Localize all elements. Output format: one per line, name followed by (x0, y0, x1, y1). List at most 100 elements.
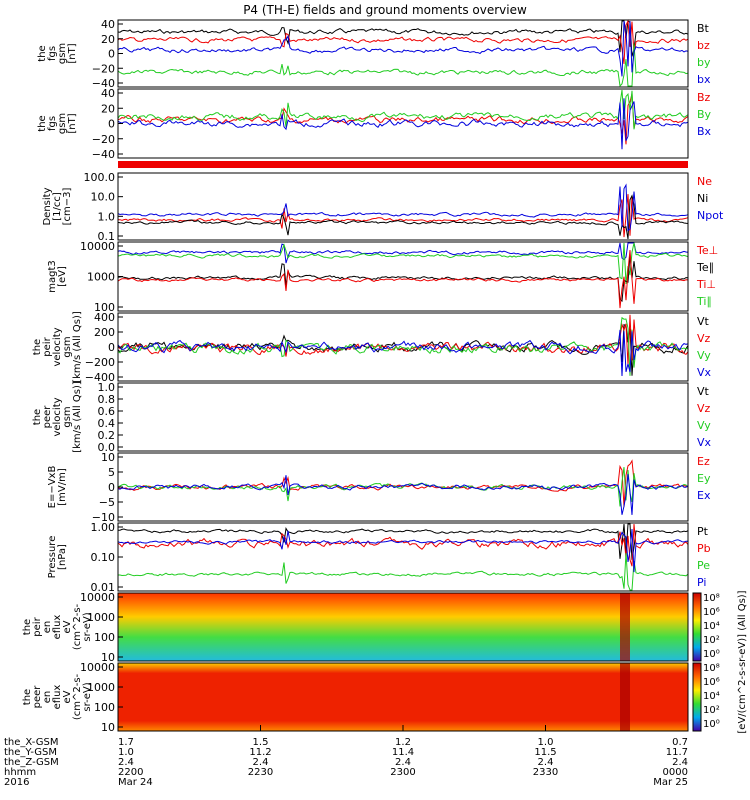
y-axis-label: peir (42, 336, 53, 356)
by-dsl-line (117, 89, 689, 130)
colorbar-tick: 10⁶ (703, 607, 720, 618)
y-axis-label: fgs (47, 46, 58, 61)
legend-entry: Vt (697, 385, 710, 398)
y-tick-label: 0.1 (98, 230, 116, 243)
y-tick-label: −200 (85, 356, 115, 369)
y-tick-label: 0.2 (98, 429, 116, 442)
y-tick-label: 100 (94, 301, 115, 314)
ni-line (117, 194, 689, 240)
pt-line (118, 523, 689, 561)
y-tick-label: 1.0 (98, 210, 116, 223)
footer-value: 2.4 (253, 757, 269, 768)
y-axis-label: gsm (62, 336, 73, 357)
y-tick-label: 10.0 (91, 191, 116, 204)
y-tick-label: 0 (108, 48, 115, 61)
spectrogram-peer-flux (118, 663, 688, 731)
ex-line (117, 474, 689, 515)
y-axis-label: velocity (52, 327, 63, 366)
colorbar-tick: 10⁴ (703, 691, 720, 702)
y-tick-label: −20 (92, 62, 115, 75)
y-tick-label: 10000 (80, 240, 115, 253)
footer-value: 1.0 (538, 737, 554, 748)
y-axis-label: Density (42, 187, 53, 225)
footer-value: 1.2 (395, 737, 411, 748)
y-tick-label: 0.01 (91, 581, 116, 594)
y-axis-label: [nT] (67, 113, 78, 133)
colorbar-tick: 10⁶ (703, 677, 720, 688)
y-tick-label: 1000 (87, 271, 115, 284)
y-tick-label: −400 (85, 371, 115, 384)
footer-value: 11.5 (534, 747, 556, 758)
legend-entry: Ti⊥ (696, 278, 716, 291)
y-axis-label: sr-eV) (82, 612, 93, 641)
y-tick-label: 10000 (80, 591, 115, 604)
y-axis-label: velocity (52, 397, 63, 436)
y-axis-label: eflux (52, 615, 63, 640)
footer-value: 1.0 (118, 747, 134, 758)
y-tick-label: −20 (92, 133, 115, 146)
panel-efield: 10 5 0 −5 −10 E=−VxB [mV/m] Ez Ey Ex (47, 451, 711, 524)
footer-value: 2.4 (538, 757, 554, 768)
footer-value: Mar 24 (118, 777, 153, 788)
legend-entry: Vz (697, 402, 711, 415)
panel-pressure: 1.00 0.10 0.01 Pressure [nPa] Pt Pb Pe Pi (47, 521, 711, 594)
y-tick-label: 20 (101, 102, 115, 115)
legend-entry: Ey (697, 472, 711, 485)
panel-frame (117, 592, 689, 662)
npot-line (117, 183, 689, 232)
spectrogram-event (620, 593, 630, 661)
panel-temp: 10000 1000 100 magt3 [eV] Te⊥ Te∥ Ti⊥ Ti∥ (47, 240, 718, 314)
footer-value: 2.4 (395, 757, 411, 768)
footer-value: 0000 (663, 767, 688, 778)
y-tick-label: 0.10 (91, 551, 116, 564)
footer-value: 1.5 (253, 737, 269, 748)
y-axis-label: [km/s (All Qs)] (72, 381, 83, 453)
y-tick-label: 0.4 (98, 417, 116, 430)
y-tick-label: 40 (101, 87, 115, 100)
legend-entry: Ne (697, 175, 712, 188)
panel-fgs: 40 20 0−20 −40 the fgs gsm [nT] Bt bz by bx (37, 18, 711, 90)
colorbar-tick: 10⁸ (703, 663, 720, 674)
y-axis-label: eflux (52, 685, 63, 710)
y-tick-label: 1.0 (98, 381, 116, 394)
y-tick-label: 0 (108, 118, 115, 131)
panel-frame (117, 172, 689, 241)
y-axis-label: E=−VxB (47, 466, 58, 509)
y-axis-label: [eV] (57, 266, 68, 287)
panel-peer-flux: 10000 1000 100 10 the peer en eflux eV (cm^2-s-sr… (22, 661, 689, 734)
legend-entry: Pi (697, 576, 706, 589)
legend-entry: Vx (697, 436, 712, 449)
y-axis-label: en (42, 691, 53, 704)
bx-dsl-line (117, 98, 689, 150)
y-axis-label: fgs (47, 116, 58, 131)
y-axis-label: [1/cc] (52, 192, 63, 221)
footer-value: 2230 (248, 767, 273, 778)
y-tick-label: 100 (94, 631, 115, 644)
legend-entry: Vy (697, 419, 711, 432)
y-axis-label: eV (62, 620, 73, 633)
y-axis-label: gsm (57, 113, 68, 134)
colorbar-tick: 10⁰ (703, 719, 720, 730)
footer-row-label: the_X-GSM (4, 737, 58, 748)
y-axis-label: gsm (57, 43, 68, 64)
colorbar-label: [eV/(cm^2-s-sr-eV)] (All Qs)] (737, 590, 748, 733)
ti-perp-line (117, 250, 689, 309)
bz-dsl-line (117, 93, 689, 145)
y-axis-label: the (37, 45, 48, 61)
legend-entry: Bz (697, 91, 711, 104)
panel-peir-flux: 10000 1000 100 10 the peir en eflux eV (cm^2-s-sr… (22, 591, 689, 664)
y-axis-label: (cm^2-s- (72, 673, 83, 720)
y-axis-label: (cm^2-s- (72, 603, 83, 650)
legend-entry: bz (697, 39, 710, 52)
y-tick-label: 100.0 (84, 171, 116, 184)
legend-entry: Npot (697, 209, 724, 222)
footer-value: Mar 25 (653, 777, 688, 788)
panel-density: 100.0 10.0 1.0 0.1 Density [1/cc] [cm−3] Ne Ni Np… (42, 171, 724, 243)
y-axis-label: Pressure (47, 536, 58, 579)
legend-entry: Bx (697, 125, 712, 138)
vx-line (117, 329, 689, 377)
bt-line (117, 20, 689, 57)
legend-entry: Ti∥ (696, 295, 712, 308)
